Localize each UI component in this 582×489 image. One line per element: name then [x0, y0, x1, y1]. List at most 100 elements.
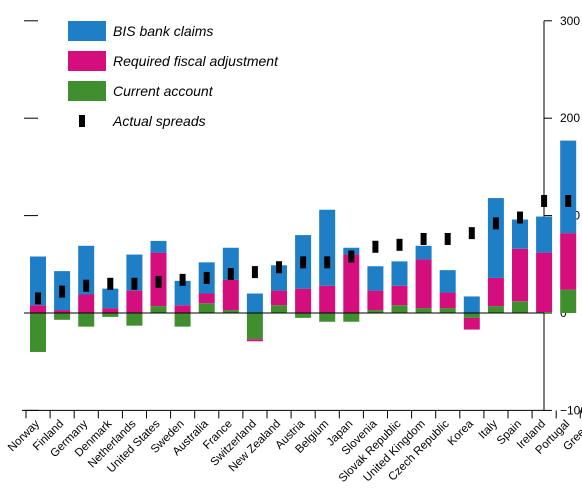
spread-marker-finland: [59, 285, 66, 298]
bar-current-account-spain: [512, 301, 528, 313]
legend-swatch-current-account: [68, 81, 106, 101]
legend-swatch-bis-bank-claims: [68, 21, 106, 41]
spread-marker-slovak-republic: [396, 238, 403, 251]
spread-marker-austria: [300, 256, 307, 269]
x-axis: NorwayFinlandGermanyDenmarkNetherlandsUn…: [6, 409, 582, 485]
spread-marker-new-zealand: [276, 261, 282, 274]
legend-swatch-required-fiscal-adjustment: [68, 51, 106, 71]
spread-marker-united-states: [155, 275, 162, 288]
bar-bis-bank-claims-ireland: [536, 216, 553, 253]
bar-required-fiscal-adjustment-belgium: [319, 285, 336, 313]
legend-swatch-actual-spreads: [79, 115, 85, 127]
bar-current-account-austria: [295, 313, 312, 318]
bar-bis-bank-claims-slovenia: [367, 266, 384, 291]
bar-required-fiscal-adjustment-portugal: [560, 233, 577, 290]
bar-current-account-slovak-republic: [391, 305, 408, 313]
bar-required-fiscal-adjustment-france: [222, 279, 239, 311]
bar-current-account-finland: [54, 313, 71, 320]
spread-marker-netherlands: [131, 277, 138, 290]
spread-marker-sweden: [179, 273, 186, 286]
bar-bis-bank-claims-slovak-republic: [391, 261, 408, 286]
bar-bis-bank-claims-korea: [463, 296, 480, 313]
bar-bis-bank-claims-netherlands: [126, 254, 143, 291]
bar-required-fiscal-adjustment-switzerland: [246, 339, 263, 342]
bar-current-account-germany: [78, 313, 95, 327]
category-label-korea: Korea: [446, 418, 477, 449]
spread-marker-norway: [35, 292, 41, 305]
spread-marker-australia: [203, 271, 210, 284]
bar-current-account-sweden: [174, 313, 191, 327]
bar-current-account-united-states: [150, 306, 167, 313]
bar-required-fiscal-adjustment-japan: [343, 254, 360, 313]
bar-current-account-slovenia: [367, 310, 384, 313]
bar-bis-bank-claims-norway: [30, 256, 46, 306]
legend-label-actual-spreads: Actual spreads: [112, 113, 206, 129]
bar-bis-bank-claims-france: [222, 247, 239, 280]
y-tick-label: 200: [560, 111, 580, 125]
spread-marker-slovenia: [372, 240, 379, 253]
bar-current-account-united-kingdom: [415, 308, 432, 313]
bar-current-account-japan: [343, 313, 360, 322]
left-axis-ticks: [24, 20, 38, 411]
bar-required-fiscal-adjustment-norway: [30, 305, 46, 313]
bar-required-fiscal-adjustment-germany: [78, 294, 95, 313]
bar-bis-bank-claims-united-kingdom: [415, 245, 432, 260]
bar-required-fiscal-adjustment-australia: [198, 293, 215, 304]
spread-marker-japan: [348, 250, 355, 263]
bar-bis-bank-claims-portugal: [560, 140, 577, 234]
bar-bis-bank-claims-germany: [78, 245, 95, 295]
bar-current-account-portugal: [560, 289, 577, 313]
bar-current-account-netherlands: [126, 313, 143, 326]
spread-marker-portugal: [565, 194, 572, 207]
bar-bis-bank-claims-italy: [487, 198, 504, 278]
spread-markers: [35, 194, 572, 305]
bar-required-fiscal-adjustment-united-kingdom: [415, 259, 432, 309]
bar-current-account-australia: [198, 303, 215, 313]
spread-marker-switzerland: [251, 266, 258, 279]
spread-marker-czech-republic: [444, 232, 451, 245]
bar-required-fiscal-adjustment-korea: [463, 317, 480, 330]
bar-bis-bank-claims-belgium: [319, 209, 336, 286]
bar-current-account-denmark: [102, 313, 119, 317]
bar-current-account-ireland: [536, 312, 553, 313]
bar-required-fiscal-adjustment-austria: [295, 288, 312, 313]
bar-required-fiscal-adjustment-czech-republic: [439, 292, 456, 309]
legend-label-required-fiscal-adjustment: Required fiscal adjustment: [113, 53, 279, 69]
bar-required-fiscal-adjustment-italy: [487, 277, 504, 307]
bar-bis-bank-claims-denmark: [102, 288, 119, 309]
bar-current-account-italy: [487, 306, 504, 313]
spread-marker-belgium: [324, 256, 331, 269]
bars: [28, 140, 577, 352]
bar-required-fiscal-adjustment-netherlands: [126, 290, 143, 313]
bar-current-account-norway: [30, 313, 46, 352]
bar-required-fiscal-adjustment-spain: [512, 248, 528, 302]
spread-marker-united-kingdom: [420, 232, 427, 245]
y-tick-label: −100: [560, 403, 582, 417]
y-tick-label: 300: [560, 14, 580, 28]
bar-bis-bank-claims-spain: [512, 219, 528, 249]
spread-marker-denmark: [107, 277, 114, 290]
spread-marker-italy: [492, 217, 499, 230]
bar-bis-bank-claims-new-zealand: [271, 265, 287, 291]
bar-current-account-new-zealand: [271, 305, 287, 313]
bar-required-fiscal-adjustment-ireland: [536, 252, 553, 313]
bar-current-account-korea: [463, 313, 480, 318]
bar-required-fiscal-adjustment-sweden: [174, 305, 191, 313]
legend-label-current-account: Current account: [113, 83, 214, 99]
bar-current-account-czech-republic: [439, 308, 456, 313]
bar-bis-bank-claims-sweden: [174, 280, 191, 306]
bar-bis-bank-claims-switzerland: [246, 293, 263, 313]
bar-current-account-france: [222, 310, 239, 313]
spread-marker-spain: [517, 211, 523, 224]
legend-label-bis-bank-claims: BIS bank claims: [113, 23, 213, 39]
bar-required-fiscal-adjustment-new-zealand: [271, 290, 287, 306]
legend: BIS bank claims Required fiscal adjustmen…: [68, 21, 279, 129]
bar-required-fiscal-adjustment-slovak-republic: [391, 285, 408, 306]
bar-current-account-switzerland: [246, 313, 263, 340]
spread-marker-ireland: [541, 194, 548, 207]
bar-bis-bank-claims-czech-republic: [439, 270, 456, 293]
spread-marker-korea: [468, 227, 475, 240]
bar-required-fiscal-adjustment-denmark: [102, 308, 119, 313]
spread-marker-germany: [83, 279, 90, 292]
